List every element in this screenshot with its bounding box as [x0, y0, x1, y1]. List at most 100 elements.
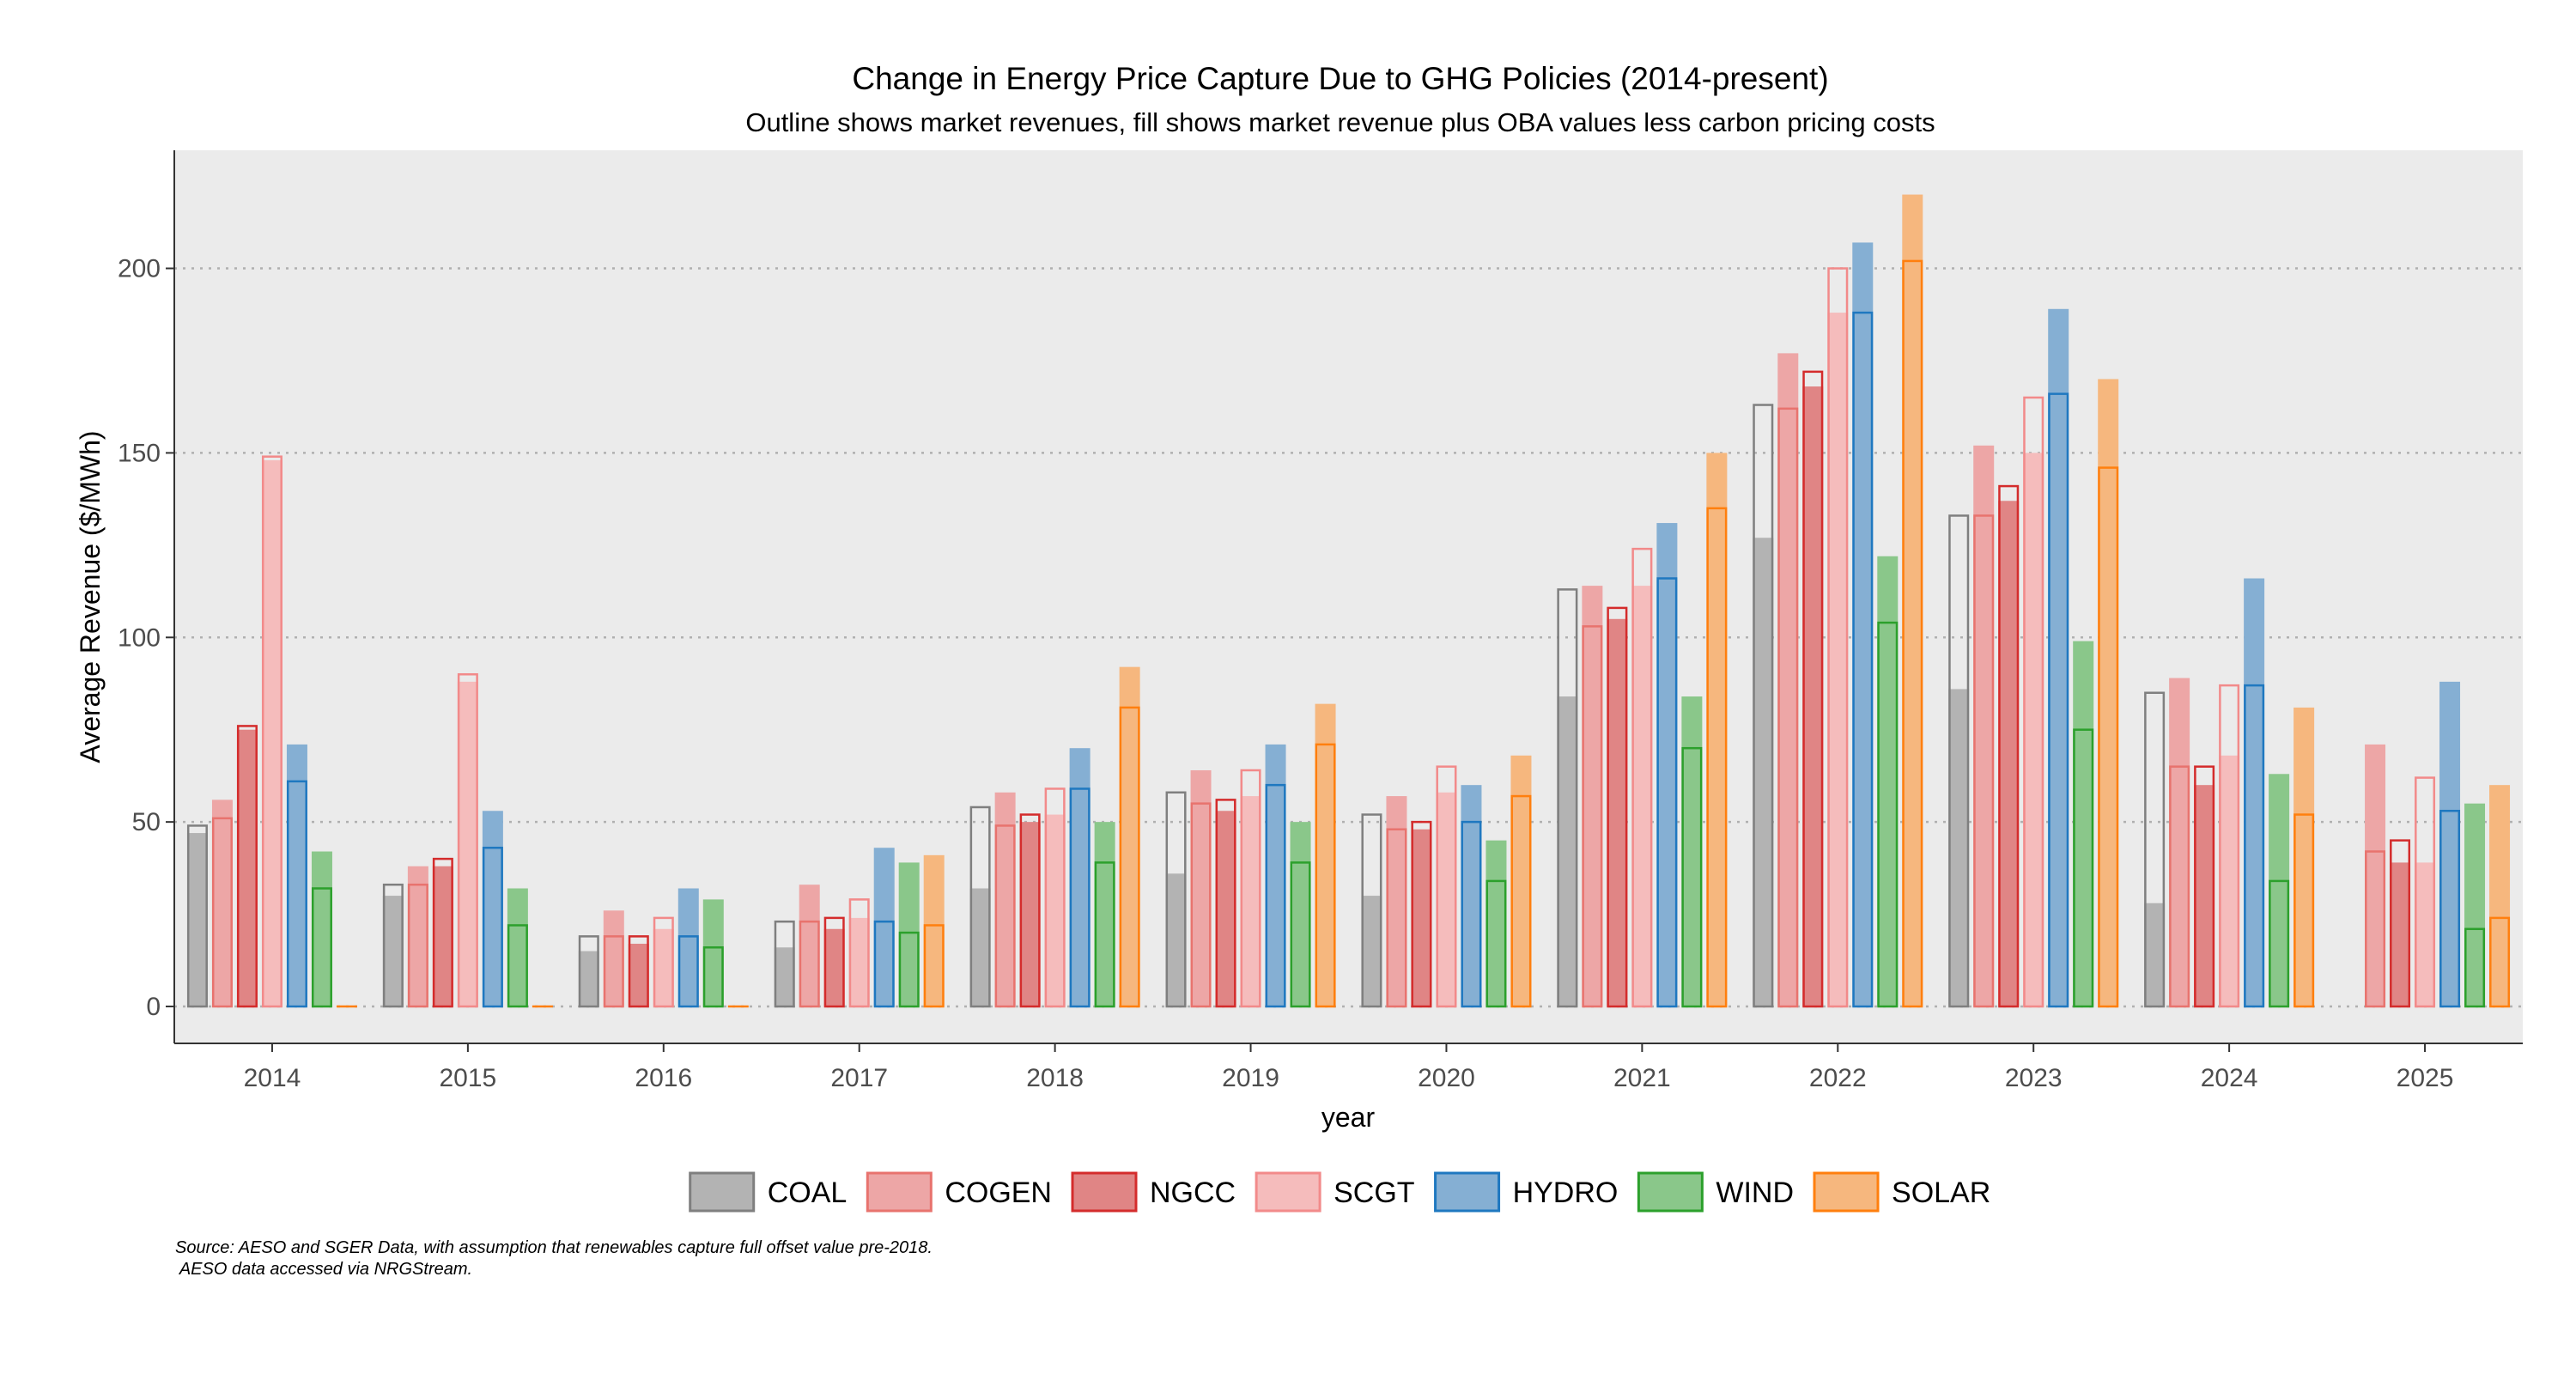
- bar-outline-coal-2018: [969, 806, 991, 1008]
- legend-label-solar: SOLAR: [1892, 1176, 1990, 1209]
- bar-outline-hydro-2024: [2244, 684, 2265, 1008]
- bar-fill-coal-2017: [774, 947, 795, 1007]
- bar-fill-wind-2021: [1681, 696, 1703, 1007]
- bar-fill-hydro-2014: [286, 744, 307, 1007]
- bar-outline-ngcc-2017: [823, 916, 845, 1008]
- bar-outline-solar-2018: [1119, 706, 1140, 1008]
- x-tick-label-2022: 2022: [1809, 1064, 1867, 1092]
- bar-outline-coal-2016: [578, 935, 599, 1008]
- bar-outline-cogen-2022: [1777, 407, 1799, 1008]
- bar-outline-hydro-2025: [2439, 810, 2461, 1008]
- bar-fill-ngcc-2022: [1802, 386, 1824, 1007]
- bar-fill-coal-2022: [1753, 538, 1774, 1007]
- x-tick-label-2018: 2018: [1026, 1064, 1084, 1092]
- x-tick-label-2024: 2024: [2201, 1064, 2258, 1092]
- caption-line-1: Source: AESO and SGER Data, with assumpt…: [175, 1238, 933, 1257]
- bar-outline-coal-2020: [1361, 813, 1382, 1008]
- bar-fill-wind-2022: [1877, 556, 1899, 1007]
- x-tick-label-2019: 2019: [1222, 1064, 1279, 1092]
- bar-fill-cogen-2025: [2365, 744, 2386, 1007]
- bar-outline-ngcc-2024: [2194, 765, 2215, 1008]
- bar-fill-hydro-2018: [1069, 748, 1091, 1007]
- bar-fill-scgt-2021: [1631, 586, 1653, 1007]
- bar-fill-scgt-2016: [653, 928, 674, 1007]
- bar-fill-scgt-2023: [2023, 453, 2044, 1007]
- legend-key-solar: [1813, 1171, 1880, 1213]
- bar-fill-solar-2025: [2489, 785, 2511, 1007]
- bar-outline-cogen-2020: [1386, 828, 1407, 1008]
- bar-fill-ngcc-2015: [432, 866, 453, 1007]
- bar-outline-scgt-2025: [2415, 776, 2436, 1008]
- x-tick-label-2020: 2020: [1418, 1064, 1475, 1092]
- bar-fill-ngcc-2016: [628, 943, 649, 1007]
- legend-label-ngcc: NGCC: [1150, 1176, 1236, 1209]
- bar-fill-coal-2024: [2144, 903, 2166, 1007]
- bars-layer: [186, 194, 2511, 1008]
- bar-fill-ngcc-2017: [823, 928, 845, 1007]
- bar-fill-hydro-2019: [1265, 744, 1286, 1007]
- bar-fill-solar-2017: [923, 854, 945, 1007]
- bar-outline-scgt-2021: [1631, 547, 1653, 1008]
- bar-fill-cogen-2020: [1386, 796, 1407, 1007]
- bar-fill-wind-2014: [311, 851, 332, 1007]
- bar-outline-ngcc-2014: [236, 725, 258, 1008]
- y-axis-title: Average Revenue ($/MWh): [75, 430, 106, 763]
- bar-fill-wind-2017: [898, 862, 920, 1007]
- bar-fill-cogen-2015: [407, 866, 428, 1007]
- bar-fill-ngcc-2014: [236, 729, 258, 1007]
- bar-fill-scgt-2017: [848, 917, 870, 1007]
- bar-outline-hydro-2020: [1461, 820, 1482, 1008]
- legend-key-wind: [1637, 1171, 1704, 1213]
- bar-outline-ngcc-2023: [1998, 484, 2020, 1008]
- bar-fill-ngcc-2021: [1607, 618, 1628, 1007]
- bar-fill-ngcc-2019: [1215, 811, 1236, 1007]
- chart-title: Change in Energy Price Capture Due to GH…: [852, 61, 1828, 96]
- legend-label-scgt: SCGT: [1334, 1176, 1414, 1209]
- bar-outline-wind-2014: [311, 887, 332, 1008]
- legend-label-cogen: COGEN: [945, 1176, 1052, 1209]
- bar-outline-ngcc-2019: [1215, 799, 1236, 1008]
- y-tick-label-200: 200: [118, 255, 161, 283]
- bar-outline-cogen-2019: [1190, 802, 1212, 1008]
- bar-outline-scgt-2015: [457, 672, 478, 1008]
- bar-outline-cogen-2024: [2169, 765, 2190, 1008]
- legend-label-hydro: HYDRO: [1513, 1176, 1619, 1209]
- bar-outline-hydro-2022: [1852, 311, 1874, 1008]
- y-tick-label-0: 0: [146, 993, 161, 1021]
- bar-outline-cogen-2016: [603, 935, 624, 1008]
- bar-outline-wind-2020: [1485, 879, 1507, 1008]
- bar-outline-cogen-2021: [1582, 625, 1603, 1008]
- bar-fill-cogen-2018: [994, 792, 1016, 1007]
- y-axis-ticks: 0 50 100 150 200: [118, 255, 174, 1021]
- bar-outline-scgt-2024: [2219, 684, 2240, 1008]
- bar-fill-solar-2022: [1902, 194, 1923, 1007]
- bar-outline-hydro-2021: [1656, 577, 1678, 1008]
- bar-outline-cogen-2018: [994, 824, 1016, 1008]
- x-tick-label-2015: 2015: [440, 1064, 497, 1092]
- bar-outline-solar-2024: [2293, 813, 2315, 1008]
- bar-outline-wind-2024: [2269, 879, 2290, 1008]
- caption-line-2: AESO data accessed via NRGStream.: [175, 1260, 472, 1279]
- bar-outline-ngcc-2015: [432, 857, 453, 1008]
- legend-label-coal: COAL: [768, 1176, 848, 1209]
- x-axis-title: year: [1321, 1102, 1376, 1133]
- bar-outline-wind-2025: [2464, 927, 2486, 1008]
- bar-fill-coal-2016: [578, 951, 599, 1007]
- bar-outline-coal-2023: [1948, 514, 1970, 1008]
- bar-fill-coal-2021: [1557, 696, 1578, 1007]
- bar-fill-hydro-2022: [1852, 242, 1874, 1007]
- x-tick-label-2014: 2014: [244, 1064, 301, 1092]
- bar-outline-scgt-2014: [261, 455, 283, 1008]
- bar-outline-solar-2017: [923, 924, 945, 1008]
- bar-fill-scgt-2022: [1827, 313, 1849, 1007]
- bar-outline-coal-2017: [774, 920, 795, 1008]
- bar-outline-scgt-2023: [2023, 396, 2044, 1008]
- bar-fill-wind-2020: [1485, 840, 1507, 1007]
- legend-label-wind: WIND: [1716, 1176, 1794, 1209]
- bar-outline-coal-2015: [382, 883, 404, 1008]
- bar-outline-solar-2019: [1315, 743, 1336, 1008]
- bar-fill-hydro-2016: [677, 888, 699, 1007]
- bar-outline-scgt-2020: [1436, 765, 1457, 1008]
- bar-outline-solar-2021: [1706, 507, 1728, 1008]
